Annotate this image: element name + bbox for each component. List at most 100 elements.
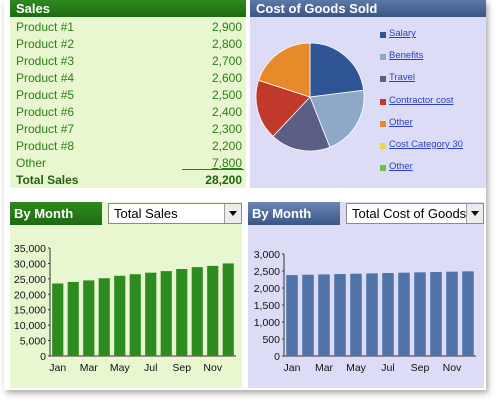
y-tick-label: 35,000 (14, 243, 46, 255)
y-tick-label: 25,000 (14, 274, 46, 286)
x-tick-label: Sep (172, 362, 191, 374)
sales-metric-selected: Total Sales (114, 206, 178, 221)
sales-row: Product #7 2,300 (16, 122, 242, 139)
bar-mar (83, 280, 95, 356)
legend-swatch (380, 76, 386, 83)
sales-panel: Sales Product #1 2,900 Product #2 2,800 Prod… (10, 0, 246, 188)
y-tick-label: 20,000 (14, 289, 46, 301)
legend-swatch (380, 165, 386, 172)
bar-feb (302, 274, 314, 356)
sales-row: Product #4 2,600 (16, 71, 242, 88)
y-tick-label: 5,000 (20, 336, 46, 348)
sales-row-label: Product #1 (16, 20, 75, 34)
bar-aug (160, 271, 172, 356)
sales-row-value: 2,300 (211, 122, 242, 136)
sales-row-label: Product #4 (16, 71, 75, 85)
sales-bar-chart: 0 5,000 10,000 15,000 20,000 25,000 30,000 35,0… (14, 243, 236, 374)
legend-link[interactable]: Contractor cost (389, 94, 454, 106)
legend-link[interactable]: Other (389, 116, 413, 128)
bar-jul (145, 272, 157, 356)
bar-nov (446, 271, 458, 356)
sales-row: Product #2 2,800 (16, 37, 242, 54)
sales-row-value: 2,800 (211, 37, 242, 51)
bar-aug (398, 272, 410, 356)
x-tick-label: Mar (315, 362, 334, 374)
bar-jan (52, 283, 64, 356)
x-tick-label: Nov (443, 362, 462, 374)
bar-jun (366, 273, 378, 356)
bar-jul (382, 273, 394, 356)
sales-row: Product #8 2,200 (16, 139, 242, 156)
by-month-title: By Month (248, 202, 340, 225)
legend-link[interactable]: Salary (389, 28, 416, 39)
x-tick-label: Jan (284, 362, 301, 374)
legend-link[interactable]: Cost Category 30 (389, 138, 463, 150)
legend-swatch (380, 32, 386, 38)
legend-link[interactable]: Travel (389, 72, 416, 84)
sales-row-value: 7,800 (211, 156, 242, 170)
cogs-title: Cost of Goods Sold (250, 0, 486, 17)
y-tick-label: 2,000 (254, 283, 280, 295)
sales-row-label: Product #8 (16, 139, 75, 153)
cogs-pie-chart (255, 42, 365, 152)
sales-row-label: Product #6 (16, 105, 75, 119)
sales-row-label: Product #5 (16, 88, 75, 102)
y-tick-label: 10,000 (14, 320, 46, 332)
cogs-metric-select[interactable]: Total Cost of Goods Sold (346, 203, 484, 224)
sales-row-value: 2,700 (211, 54, 242, 68)
sales-row-label: Product #3 (16, 54, 75, 68)
bar-mar (318, 274, 330, 356)
legend-link[interactable]: Other (389, 161, 413, 173)
chevron-down-icon[interactable] (224, 204, 241, 223)
legend-swatch (380, 142, 386, 149)
x-tick-label: Jul (381, 362, 394, 374)
sales-row-value: 2,200 (211, 139, 242, 153)
pie-slice-other (258, 42, 311, 98)
y-tick-label: 500 (262, 334, 280, 346)
sales-row-value: 2,400 (211, 105, 242, 119)
bar-nov (207, 265, 219, 356)
pie-slice-salary (309, 42, 365, 98)
sales-row-value: 2,500 (211, 88, 242, 102)
legend-link[interactable]: Benefits (389, 50, 424, 62)
bar-feb (67, 281, 79, 356)
bar-dec (222, 263, 234, 356)
sales-row: Product #1 2,900 (16, 20, 242, 37)
total-sales-row: Total Sales 28,200 (16, 173, 242, 190)
sales-row-value: 2,600 (211, 71, 242, 85)
sales-title: Sales (10, 0, 246, 17)
x-tick-label: May (110, 362, 131, 374)
x-tick-label: Jul (144, 362, 157, 374)
sales-row-value: 2,900 (211, 20, 242, 34)
legend-swatch (380, 98, 386, 105)
y-tick-label: 2,500 (254, 266, 280, 278)
bar-may (114, 275, 126, 356)
y-tick-label: 0 (40, 351, 46, 363)
sales-row-label: Other (16, 156, 47, 170)
legend-swatch (380, 120, 386, 127)
bar-dec (462, 271, 474, 356)
bar-apr (98, 278, 110, 356)
pie-slice-benefits (309, 89, 365, 148)
bar-sep (414, 272, 426, 356)
y-tick-label: 1,500 (254, 300, 280, 312)
pie-slice-travel (272, 96, 331, 152)
bar-sep (176, 268, 188, 356)
x-tick-label: Sep (411, 362, 430, 374)
bar-jan (286, 275, 298, 356)
bar-apr (334, 274, 346, 356)
by-month-title: By Month (10, 202, 102, 225)
y-tick-label: 15,000 (14, 305, 46, 317)
cogs-bar-chart: 0 500 1,000 1,500 2,000 2,500 3,000 Jan Mar May Ju… (254, 249, 476, 374)
sum-underline (182, 169, 244, 170)
chevron-down-icon[interactable] (466, 204, 483, 223)
total-sales-label: Total Sales (16, 173, 79, 187)
sales-metric-select[interactable]: Total Sales (108, 203, 242, 224)
x-tick-label: Jan (49, 362, 66, 374)
bar-oct (430, 272, 442, 356)
sales-by-month-panel: By Month Total Sales 0 5,000 10,000 15,000 2… (10, 202, 242, 388)
sales-row: Product #3 2,700 (16, 54, 242, 71)
y-tick-label: 0 (274, 351, 280, 363)
sales-row-label: Product #2 (16, 37, 75, 51)
x-tick-label: Nov (203, 362, 222, 374)
